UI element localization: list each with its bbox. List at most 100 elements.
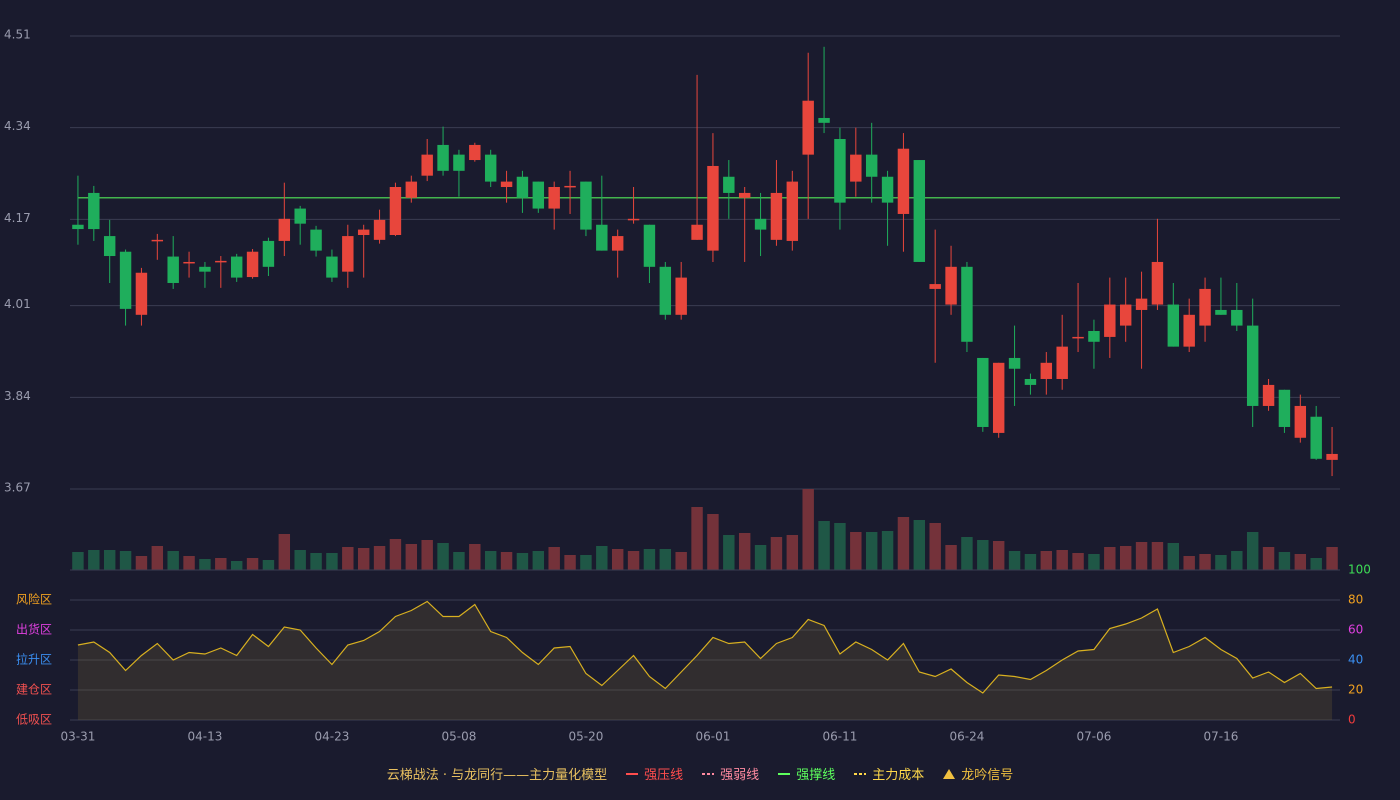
candle-body [1135, 298, 1148, 310]
volume-bar [564, 555, 576, 570]
candle-body [850, 154, 862, 182]
candle-body [1119, 304, 1132, 326]
legend-label: 强撑线 [796, 768, 836, 783]
volume-bar [246, 558, 259, 570]
candle-body [548, 187, 560, 209]
x-tick-label: 05-20 [569, 730, 604, 744]
candle-body [167, 256, 179, 283]
legend-marker [854, 772, 867, 775]
candle-body [357, 229, 370, 235]
volume-bar [834, 523, 846, 570]
volume-bar [199, 559, 211, 570]
volume-bar [532, 551, 545, 570]
volume-bar [770, 537, 783, 570]
volume-bar [262, 560, 275, 570]
volume-bar [1135, 542, 1148, 570]
zone-label: 建仓区 [16, 683, 52, 697]
volume-bar [421, 540, 433, 570]
volume-bar [389, 539, 402, 570]
volume-bar [802, 489, 814, 570]
candle-body [865, 154, 878, 177]
candle-body [262, 240, 275, 267]
candle-body [945, 266, 957, 305]
legend-marker [943, 768, 956, 779]
volume-bar [961, 537, 973, 570]
legend-label: 强弱线 [720, 768, 760, 783]
volume-bar [992, 541, 1005, 570]
volume-bar [1119, 546, 1132, 570]
volume-bar [881, 531, 894, 570]
volume-bar [373, 546, 386, 570]
candle-body [977, 357, 989, 427]
candle-body [1262, 384, 1275, 406]
volume-bar [72, 552, 84, 570]
candle-body [786, 181, 799, 241]
volume-bar [1246, 532, 1259, 570]
legend-marker [626, 772, 639, 775]
volume-bar [215, 558, 227, 570]
candle-body [1088, 330, 1100, 342]
volume-bar [357, 548, 370, 570]
volume-bar [786, 535, 799, 570]
candle-body [294, 208, 306, 224]
candle-body [88, 192, 100, 230]
volume-bar [1231, 551, 1243, 570]
candle-body [532, 181, 545, 209]
volume-bar [278, 534, 291, 570]
volume-bar [119, 551, 132, 570]
candle-body [627, 218, 640, 221]
volume-bar [596, 546, 608, 570]
indicator-line [77, 600, 1333, 694]
candle-body [738, 192, 751, 198]
x-tick-label: 06-11 [823, 730, 858, 744]
volume-bar [484, 551, 497, 570]
x-tick-label: 07-06 [1077, 730, 1112, 744]
candle-body [1231, 309, 1243, 326]
candle-body [564, 185, 576, 188]
candle-body [469, 144, 481, 161]
zone-label: 风险区 [16, 592, 52, 607]
chart: 4.51 4.34 4.17 4.01 3.84 3.67 03-31 04-13 04-23 0… [4, 28, 1371, 744]
x-tick-label: 07-16 [1204, 730, 1239, 744]
volume-bar [611, 549, 624, 570]
legend-label: 主力成本 [872, 768, 925, 783]
candle-body [659, 266, 672, 315]
legend-label: 云梯战法 · 与龙同行——主力量化模型 [386, 768, 608, 783]
candle-body [580, 181, 592, 230]
candle-body [1199, 288, 1211, 326]
candle-body [1326, 453, 1338, 460]
x-tick-label: 05-08 [442, 730, 477, 744]
candle-body [818, 117, 830, 123]
volume-bar [977, 540, 989, 570]
candle-body [310, 229, 322, 251]
candle-body [643, 224, 656, 267]
volume-bar [818, 521, 830, 570]
x-tick-label: 03-31 [61, 730, 96, 744]
volume-bar [405, 544, 418, 570]
candle-body [342, 236, 354, 272]
zone-label: 拉升区 [16, 652, 52, 667]
legend-item: 强压线 [625, 764, 683, 783]
candle-body [992, 362, 1005, 433]
legend-item: 强弱线 [701, 764, 759, 783]
volume-bar [1008, 551, 1021, 570]
volume-bar [754, 545, 767, 570]
candle-body [834, 139, 846, 203]
volume-bar [580, 555, 592, 570]
candle-body [675, 277, 687, 315]
candle-body [881, 176, 894, 203]
volume-bar [675, 552, 687, 570]
candle-body [707, 165, 719, 251]
volume-bar [1056, 550, 1068, 570]
x-tick-label: 04-13 [188, 730, 223, 744]
y-tick-label: 4.51 [4, 28, 31, 42]
volume-bar [1326, 547, 1338, 570]
candle-body [516, 176, 529, 198]
zone-label: 低吸区 [16, 713, 52, 727]
volume-bar [1040, 551, 1053, 570]
volume-bar [230, 561, 243, 570]
volume-bar [1183, 556, 1195, 570]
volume-bar [437, 543, 449, 570]
volume-bar [183, 556, 195, 570]
